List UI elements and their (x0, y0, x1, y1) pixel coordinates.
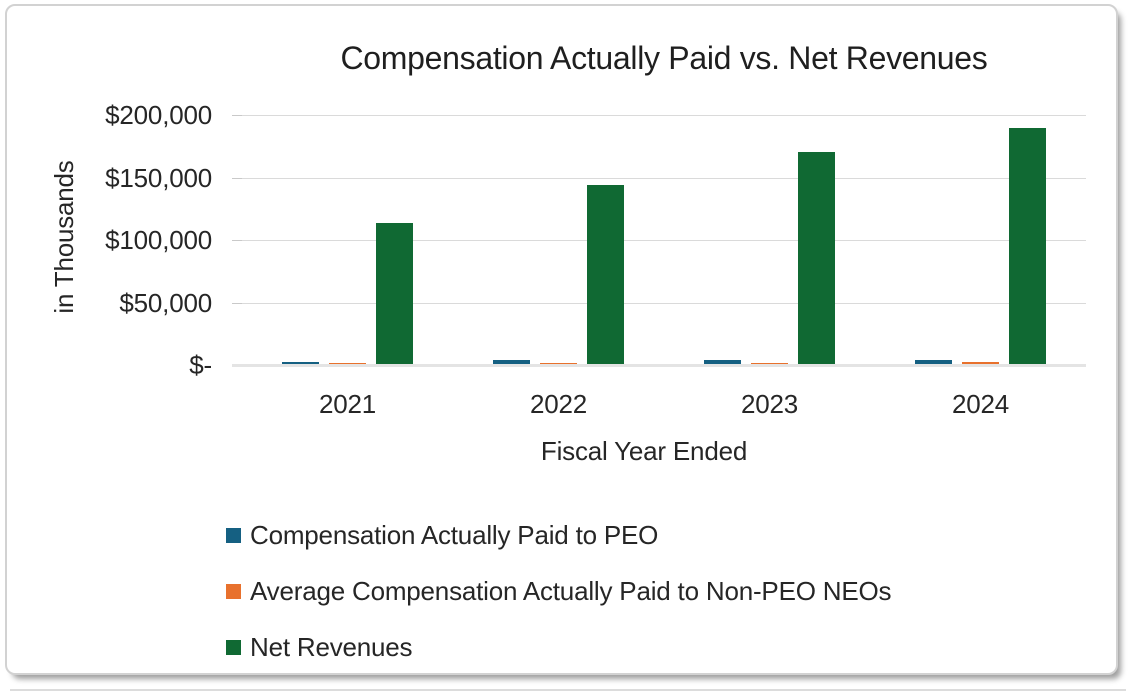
bar-net-revenues-2024 (1009, 127, 1046, 364)
bar-net-revenues-2022 (587, 185, 624, 364)
bar-average-compensation-actually-paid-to-non-peo-neos-2022 (540, 362, 577, 364)
y-axis-title: in Thousands (49, 160, 79, 314)
bar-average-compensation-actually-paid-to-non-peo-neos-2021 (329, 363, 366, 364)
plot-area (232, 115, 1086, 367)
bar-compensation-actually-paid-to-peo-2023 (704, 360, 741, 364)
page-bottom-divider (10, 689, 1126, 691)
gridline (242, 177, 1086, 179)
gridline (242, 115, 1086, 116)
bar-compensation-actually-paid-to-peo-2021 (282, 362, 319, 364)
bar-average-compensation-actually-paid-to-non-peo-neos-2024 (962, 362, 999, 364)
bar-net-revenues-2023 (798, 151, 835, 364)
gridline (242, 240, 1086, 241)
bar-compensation-actually-paid-to-peo-2022 (493, 360, 530, 364)
bar-net-revenues-2021 (376, 222, 413, 364)
chart-title: Compensation Actually Paid vs. Net Reven… (340, 40, 988, 76)
x-axis-title: Fiscal Year Ended (540, 436, 748, 466)
gridline (242, 302, 1086, 304)
bar-average-compensation-actually-paid-to-non-peo-neos-2023 (751, 362, 788, 364)
x-axis-line (232, 364, 1086, 367)
bar-compensation-actually-paid-to-peo-2024 (915, 360, 952, 364)
